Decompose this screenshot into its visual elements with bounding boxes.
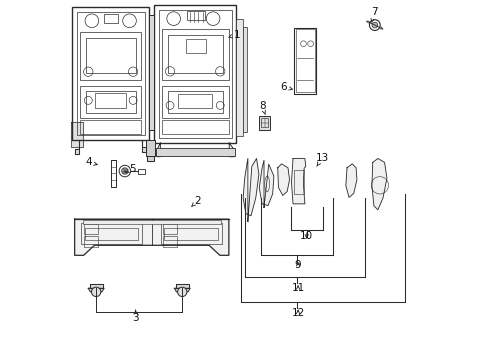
Bar [96, 93, 126, 108]
Polygon shape [243, 158, 259, 222]
Bar [259, 116, 270, 130]
Circle shape [177, 287, 187, 297]
Bar [187, 12, 205, 21]
Bar [295, 29, 315, 93]
Bar [236, 19, 243, 136]
Bar [162, 120, 228, 134]
Bar [147, 140, 155, 156]
Text: 13: 13 [316, 153, 329, 166]
Bar [111, 160, 116, 187]
Bar [162, 86, 228, 118]
Bar [162, 30, 228, 80]
Polygon shape [75, 140, 79, 154]
Bar [72, 7, 149, 140]
Bar [80, 86, 141, 118]
Bar [161, 223, 221, 244]
Bar [86, 38, 136, 73]
Bar [85, 228, 139, 240]
Bar [139, 168, 145, 174]
Polygon shape [346, 164, 357, 197]
Bar [86, 91, 136, 113]
Text: 1: 1 [229, 30, 241, 40]
Bar [77, 12, 145, 135]
Bar [168, 91, 223, 113]
Bar [149, 15, 154, 130]
Polygon shape [292, 158, 306, 204]
Text: 4: 4 [85, 157, 97, 167]
Bar [294, 170, 304, 194]
Bar [80, 32, 141, 80]
Polygon shape [71, 122, 83, 147]
Polygon shape [176, 284, 189, 288]
Polygon shape [74, 219, 229, 255]
Bar [168, 36, 223, 73]
Text: 5: 5 [125, 164, 135, 174]
Bar [156, 148, 235, 156]
Bar [80, 120, 141, 134]
Text: 2: 2 [192, 196, 201, 207]
Bar [186, 39, 206, 53]
Bar [261, 118, 269, 127]
Bar [81, 223, 142, 244]
Bar [82, 220, 221, 224]
Circle shape [372, 22, 378, 28]
Bar [163, 236, 177, 247]
Bar [294, 28, 317, 94]
Bar [164, 228, 218, 240]
Circle shape [122, 168, 128, 174]
Bar [154, 5, 236, 143]
Polygon shape [142, 140, 147, 152]
Text: 9: 9 [295, 260, 301, 270]
Bar [84, 224, 98, 234]
Polygon shape [88, 288, 104, 292]
Bar [104, 14, 118, 23]
Polygon shape [372, 158, 387, 210]
Polygon shape [174, 288, 190, 292]
Text: 8: 8 [259, 102, 266, 114]
Text: 12: 12 [292, 308, 305, 318]
Bar [84, 236, 98, 247]
Bar [243, 27, 247, 132]
Bar [178, 94, 212, 108]
Bar [163, 224, 177, 234]
Polygon shape [147, 156, 153, 161]
Polygon shape [90, 284, 102, 288]
Bar [159, 10, 232, 138]
Text: 3: 3 [132, 310, 139, 323]
Polygon shape [259, 160, 274, 208]
Circle shape [92, 287, 101, 297]
Text: 10: 10 [300, 231, 313, 240]
Polygon shape [278, 164, 290, 195]
Text: 11: 11 [292, 283, 305, 293]
Text: 6: 6 [280, 82, 293, 92]
Text: 7: 7 [371, 7, 378, 22]
